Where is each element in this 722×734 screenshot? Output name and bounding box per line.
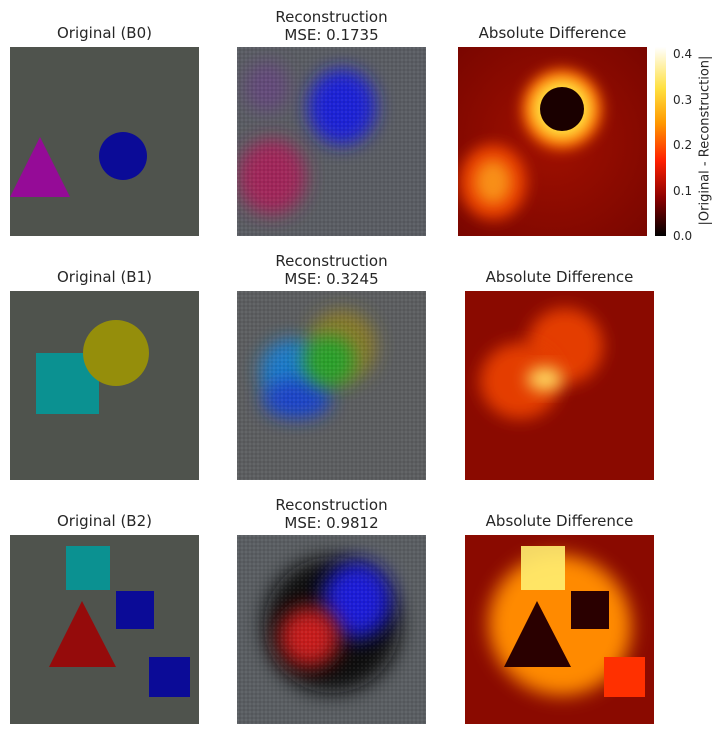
reconstruction-b0-noise — [237, 47, 426, 236]
difference-b0-heatmap — [458, 47, 647, 236]
difference-b2-square-red — [604, 657, 645, 697]
original-b0-circle — [99, 132, 147, 180]
panel-original-b1 — [10, 291, 199, 480]
original-b0-image — [10, 47, 199, 236]
original-b2-image — [10, 535, 199, 724]
colorbar-tick-2: 0.2 — [673, 138, 693, 152]
difference-b2-square-yellow — [521, 546, 565, 590]
reconstruction-b1-image — [237, 291, 426, 480]
difference-b0-hole — [540, 87, 584, 131]
difference-b1-blob-left — [480, 343, 560, 419]
panel-title-difference-b1: Absolute Difference — [485, 268, 634, 286]
difference-b1-hot — [527, 367, 563, 391]
panel-title-difference-b0: Absolute Difference — [478, 24, 627, 42]
difference-b2-heatmap — [465, 535, 654, 724]
panel-title-reconstruction-b2: Reconstruction MSE: 0.9812 — [275, 496, 388, 532]
colorbar-tick-0: 0.0 — [673, 229, 693, 243]
original-b2-square-teal — [66, 546, 110, 590]
colorbar-tick-1: 0.1 — [673, 184, 693, 198]
panel-title-original-b1: Original (B1) — [56, 268, 152, 286]
reconstruction-b1-noise — [237, 291, 426, 480]
panel-original-b0 — [10, 47, 199, 236]
colorbar — [655, 47, 666, 236]
difference-b1-heatmap — [465, 291, 654, 480]
reconstruction-b0-image — [237, 47, 426, 236]
panel-reconstruction-b1 — [237, 291, 426, 480]
panel-title-original-b2: Original (B2) — [56, 512, 152, 530]
difference-b0-blob-core — [475, 160, 511, 204]
original-b2-square-blue-2 — [149, 657, 190, 697]
colorbar-tick-3: 0.3 — [673, 93, 693, 107]
colorbar-gradient — [655, 47, 666, 236]
panel-title-original-b0: Original (B0) — [56, 24, 152, 42]
original-b2-square-blue — [116, 591, 154, 629]
panel-difference-b0 — [458, 47, 647, 236]
panel-reconstruction-b0 — [237, 47, 426, 236]
reconstruction-b2-image — [237, 535, 426, 724]
original-b2-triangle — [49, 601, 116, 667]
original-b1-circle — [83, 320, 149, 386]
colorbar-label: |Original - Reconstruction| — [697, 55, 713, 226]
panel-difference-b2 — [465, 535, 654, 724]
colorbar-tick-4: 0.4 — [673, 47, 693, 61]
original-b1-image — [10, 291, 199, 480]
panel-difference-b1 — [465, 291, 654, 480]
difference-b2-square-dark — [571, 591, 609, 629]
panel-title-reconstruction-b0: Reconstruction MSE: 0.1735 — [275, 8, 388, 44]
reconstruction-b2-noise — [237, 535, 426, 724]
panel-title-reconstruction-b1: Reconstruction MSE: 0.3245 — [275, 252, 388, 288]
original-b0-triangle — [10, 137, 70, 197]
panel-reconstruction-b2 — [237, 535, 426, 724]
panel-title-difference-b2: Absolute Difference — [485, 512, 634, 530]
panel-original-b2 — [10, 535, 199, 724]
difference-b2-triangle — [504, 601, 571, 667]
